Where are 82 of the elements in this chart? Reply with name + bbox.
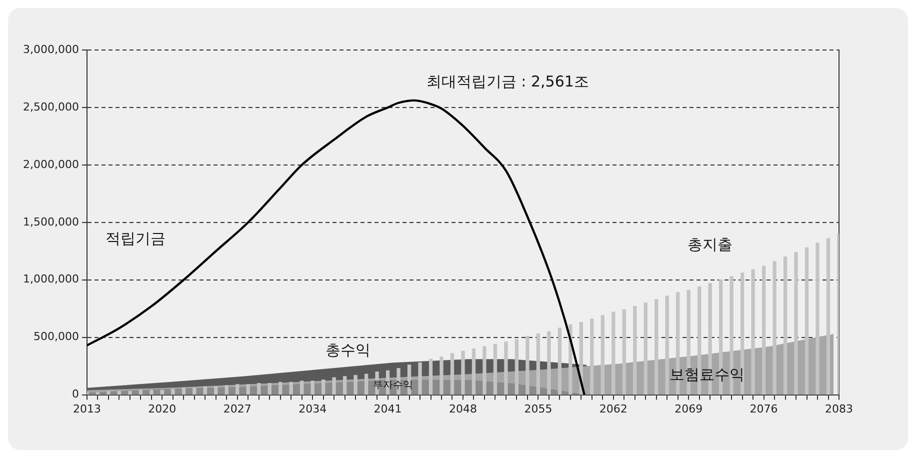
bar [332, 377, 336, 395]
bar [428, 358, 433, 395]
bar [182, 388, 186, 395]
bar [772, 261, 776, 395]
bar [514, 339, 519, 395]
bar [783, 256, 788, 395]
bar [354, 374, 358, 395]
x-tick-label: 2069 [674, 402, 703, 416]
x-tick-label: 2076 [750, 402, 778, 416]
bar [665, 296, 669, 395]
bar [418, 362, 422, 395]
bar [547, 331, 551, 395]
bar [300, 380, 304, 395]
x-tick-label: 2034 [298, 402, 327, 416]
series-label: 투자수익 [373, 380, 414, 392]
bar [816, 242, 820, 395]
x-tick-label: 2062 [599, 402, 628, 416]
bar [86, 392, 89, 395]
series-label: 총지출 [688, 235, 733, 254]
bar [171, 388, 175, 395]
bar [96, 392, 100, 395]
x-tick-label: 2027 [223, 402, 252, 416]
bar [526, 336, 530, 395]
bar [138, 390, 143, 395]
bar [622, 309, 626, 395]
bar [246, 384, 250, 395]
x-tick-label: 2083 [825, 402, 853, 416]
bar [558, 328, 562, 395]
bar [794, 252, 798, 395]
bar [804, 247, 809, 395]
x-tick-label: 2048 [448, 402, 477, 416]
bar [310, 380, 314, 395]
bar [160, 390, 164, 395]
series-label: 보험료수익 [669, 366, 744, 384]
bar [289, 382, 293, 395]
bar [472, 348, 476, 395]
bar [440, 356, 444, 395]
y-tick-label: 1,000,000 [23, 272, 79, 286]
y-tick-label: 500,000 [33, 330, 79, 344]
bar [461, 350, 465, 395]
bar [654, 299, 658, 395]
bar [192, 388, 196, 395]
bar [762, 266, 766, 395]
bar [257, 382, 261, 395]
bar [278, 382, 282, 395]
bar [236, 384, 240, 395]
bar [364, 374, 368, 395]
text: 적립기금 [105, 230, 166, 248]
bar [644, 302, 648, 395]
bar [590, 318, 594, 395]
bar [268, 382, 272, 395]
bar [504, 342, 508, 395]
bar [203, 386, 207, 395]
bar [322, 380, 326, 395]
bar [826, 238, 830, 395]
bar [751, 269, 755, 395]
annotation: 최대적립기금 : 2,561조 [426, 72, 589, 90]
bar [342, 376, 347, 395]
bar [482, 346, 486, 395]
bar [224, 385, 228, 395]
bar [450, 353, 454, 395]
x-tick-label: 2055 [524, 402, 552, 416]
series-label: 총수익 [326, 341, 371, 360]
x-tick-label: 2013 [72, 402, 101, 416]
bar [600, 315, 604, 395]
bar [612, 312, 616, 395]
x-tick-label: 2041 [374, 402, 402, 416]
y-tick-label: 2,500,000 [23, 100, 79, 114]
bar [493, 344, 498, 395]
bar [106, 391, 110, 395]
bar [633, 306, 637, 395]
bar [536, 334, 540, 395]
y-tick-label: 3,000,000 [23, 42, 79, 56]
bar [117, 391, 122, 395]
bar [150, 390, 154, 395]
x-tick-label: 2020 [148, 402, 176, 416]
line-series [86, 99, 586, 395]
bar [214, 386, 218, 395]
y-tick-label: 2,000,000 [23, 158, 79, 171]
y-tick-label: 1,500,000 [23, 215, 79, 228]
bar [128, 391, 132, 395]
y-tick-label: 0 [72, 388, 79, 401]
